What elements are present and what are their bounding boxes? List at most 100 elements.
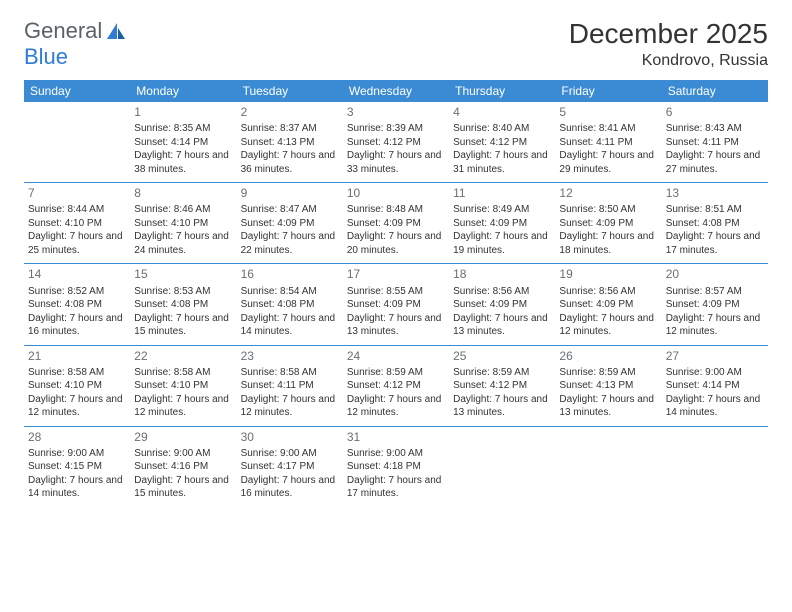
- calendar-cell: 7Sunrise: 8:44 AMSunset: 4:10 PMDaylight…: [24, 183, 130, 264]
- day-number: 3: [347, 104, 445, 120]
- sunset-line: Sunset: 4:08 PM: [241, 298, 339, 312]
- calendar-cell: 9 Sunrise: 8:47 AMSunset: 4:09 PMDaylight…: [237, 183, 343, 264]
- sunset-line: Sunset: 4:11 PM: [241, 379, 339, 393]
- sunrise-line: Sunrise: 8:40 AM: [453, 122, 551, 136]
- day-number: 1: [134, 104, 232, 120]
- day-number: 20: [666, 266, 764, 282]
- day-number: 19: [559, 266, 657, 282]
- day-header: Tuesday: [237, 80, 343, 102]
- sunrise-line: Sunrise: 8:35 AM: [134, 122, 232, 136]
- daylight-line: Daylight: 7 hours and 16 minutes.: [241, 474, 339, 501]
- daylight-line: Daylight: 7 hours and 22 minutes.: [241, 230, 339, 257]
- daylight-line: Daylight: 7 hours and 14 minutes.: [241, 312, 339, 339]
- calendar-cell: 14Sunrise: 8:52 AMSunset: 4:08 PMDayligh…: [24, 264, 130, 345]
- day-header: Thursday: [449, 80, 555, 102]
- daylight-line: Daylight: 7 hours and 13 minutes.: [559, 393, 657, 420]
- sunset-line: Sunset: 4:10 PM: [134, 217, 232, 231]
- daylight-line: Daylight: 7 hours and 13 minutes.: [453, 393, 551, 420]
- sunset-line: Sunset: 4:13 PM: [241, 136, 339, 150]
- calendar-cell: 22 Sunrise: 8:58 AMSunset: 4:10 PMDayligh…: [130, 345, 236, 426]
- sunset-line: Sunset: 4:09 PM: [347, 217, 445, 231]
- daylight-line: Daylight: 7 hours and 12 minutes.: [241, 393, 339, 420]
- calendar-cell: 20Sunrise: 8:57 AMSunset: 4:09 PMDayligh…: [662, 264, 768, 345]
- calendar-cell: 27Sunrise: 9:00 AMSunset: 4:14 PMDayligh…: [662, 345, 768, 426]
- day-number: 9: [241, 185, 339, 201]
- daylight-line: Daylight: 7 hours and 12 minutes.: [559, 312, 657, 339]
- calendar-cell: 17Sunrise: 8:55 AMSunset: 4:09 PMDayligh…: [343, 264, 449, 345]
- sunset-line: Sunset: 4:12 PM: [453, 379, 551, 393]
- calendar-cell: 2Sunrise: 8:37 AMSunset: 4:13 PMDaylight…: [237, 102, 343, 183]
- calendar-cell: [449, 426, 555, 507]
- logo-sail-icon: [106, 22, 126, 40]
- logo-text-2: Blue: [24, 44, 68, 70]
- daylight-line: Daylight: 7 hours and 12 minutes.: [666, 312, 764, 339]
- sunrise-line: Sunrise: 8:58 AM: [134, 366, 232, 380]
- sunrise-line: Sunrise: 8:59 AM: [347, 366, 445, 380]
- day-number: 31: [347, 429, 445, 445]
- sunset-line: Sunset: 4:08 PM: [28, 298, 126, 312]
- sunset-line: Sunset: 4:09 PM: [347, 298, 445, 312]
- sunset-line: Sunset: 4:14 PM: [134, 136, 232, 150]
- day-header: Monday: [130, 80, 236, 102]
- daylight-line: Daylight: 7 hours and 17 minutes.: [666, 230, 764, 257]
- sunrise-line: Sunrise: 8:51 AM: [666, 203, 764, 217]
- day-number: 26: [559, 348, 657, 364]
- sunrise-line: Sunrise: 8:57 AM: [666, 285, 764, 299]
- calendar-cell: 1Sunrise: 8:35 AMSunset: 4:14 PMDaylight…: [130, 102, 236, 183]
- location: Kondrovo, Russia: [569, 52, 768, 70]
- sunrise-line: Sunrise: 8:39 AM: [347, 122, 445, 136]
- sunset-line: Sunset: 4:10 PM: [134, 379, 232, 393]
- sunset-line: Sunset: 4:10 PM: [28, 379, 126, 393]
- calendar-cell: 25Sunrise: 8:59 AMSunset: 4:12 PMDayligh…: [449, 345, 555, 426]
- sunrise-line: Sunrise: 9:00 AM: [28, 447, 126, 461]
- day-number: 6: [666, 104, 764, 120]
- calendar-cell: 24Sunrise: 8:59 AMSunset: 4:12 PMDayligh…: [343, 345, 449, 426]
- calendar-week-row: 28Sunrise: 9:00 AMSunset: 4:15 PMDayligh…: [24, 426, 768, 507]
- daylight-line: Daylight: 7 hours and 17 minutes.: [347, 474, 445, 501]
- daylight-line: Daylight: 7 hours and 12 minutes.: [134, 393, 232, 420]
- calendar-week-row: 21Sunrise: 8:58 AMSunset: 4:10 PMDayligh…: [24, 345, 768, 426]
- sunset-line: Sunset: 4:09 PM: [559, 298, 657, 312]
- day-number: 10: [347, 185, 445, 201]
- day-number: 27: [666, 348, 764, 364]
- daylight-line: Daylight: 7 hours and 19 minutes.: [453, 230, 551, 257]
- sunrise-line: Sunrise: 8:43 AM: [666, 122, 764, 136]
- sunrise-line: Sunrise: 8:59 AM: [559, 366, 657, 380]
- calendar-week-row: 1 Sunrise: 8:35 AMSunset: 4:14 PM Daylight…: [24, 102, 768, 183]
- sunset-line: Sunset: 4:12 PM: [453, 136, 551, 150]
- day-number: 22: [134, 348, 232, 364]
- day-header: Wednesday: [343, 80, 449, 102]
- sunrise-line: Sunrise: 8:58 AM: [241, 366, 339, 380]
- calendar-cell: 16Sunrise: 8:54 AMSunset: 4:08 PMDayligh…: [237, 264, 343, 345]
- daylight-line: Daylight: 7 hours and 20 minutes.: [347, 230, 445, 257]
- day-number: 7: [28, 185, 126, 201]
- sunrise-line: Sunrise: 8:47 AM: [241, 203, 339, 217]
- sunset-line: Sunset: 4:15 PM: [28, 460, 126, 474]
- day-number: 23: [241, 348, 339, 364]
- sunset-line: Sunset: 4:13 PM: [559, 379, 657, 393]
- calendar-header-row: SundayMondayTuesdayWednesdayThursdayFrid…: [24, 80, 768, 102]
- daylight-line: Daylight: 7 hours and 25 minutes.: [28, 230, 126, 257]
- daylight-line: Daylight: 7 hours and 14 minutes.: [28, 474, 126, 501]
- calendar-week-row: 14Sunrise: 8:52 AMSunset: 4:08 PMDayligh…: [24, 264, 768, 345]
- sunset-line: Sunset: 4:09 PM: [453, 217, 551, 231]
- logo: General: [24, 18, 128, 44]
- calendar-cell: 28Sunrise: 9:00 AMSunset: 4:15 PMDayligh…: [24, 426, 130, 507]
- sunrise-line: Sunrise: 8:37 AM: [241, 122, 339, 136]
- day-number: 14: [28, 266, 126, 282]
- sunrise-line: Sunrise: 8:41 AM: [559, 122, 657, 136]
- sunset-line: Sunset: 4:09 PM: [241, 217, 339, 231]
- page: General December 2025 Kondrovo, Russia B…: [0, 0, 792, 507]
- sunset-line: Sunset: 4:17 PM: [241, 460, 339, 474]
- sunset-line: Sunset: 4:08 PM: [666, 217, 764, 231]
- calendar-cell: 4Sunrise: 8:40 AMSunset: 4:12 PMDaylight…: [449, 102, 555, 183]
- sunrise-line: Sunrise: 8:48 AM: [347, 203, 445, 217]
- calendar-cell: 30Sunrise: 9:00 AMSunset: 4:17 PMDayligh…: [237, 426, 343, 507]
- daylight-line: Daylight: 7 hours and 33 minutes.: [347, 149, 445, 176]
- day-number: 4: [453, 104, 551, 120]
- calendar-cell: 23 Sunrise: 8:58 AMSunset: 4:11 PMDayligh…: [237, 345, 343, 426]
- day-number: 5: [559, 104, 657, 120]
- title-block: December 2025 Kondrovo, Russia: [569, 18, 768, 70]
- sunset-line: Sunset: 4:08 PM: [134, 298, 232, 312]
- calendar-cell: 6Sunrise: 8:43 AMSunset: 4:11 PMDaylight…: [662, 102, 768, 183]
